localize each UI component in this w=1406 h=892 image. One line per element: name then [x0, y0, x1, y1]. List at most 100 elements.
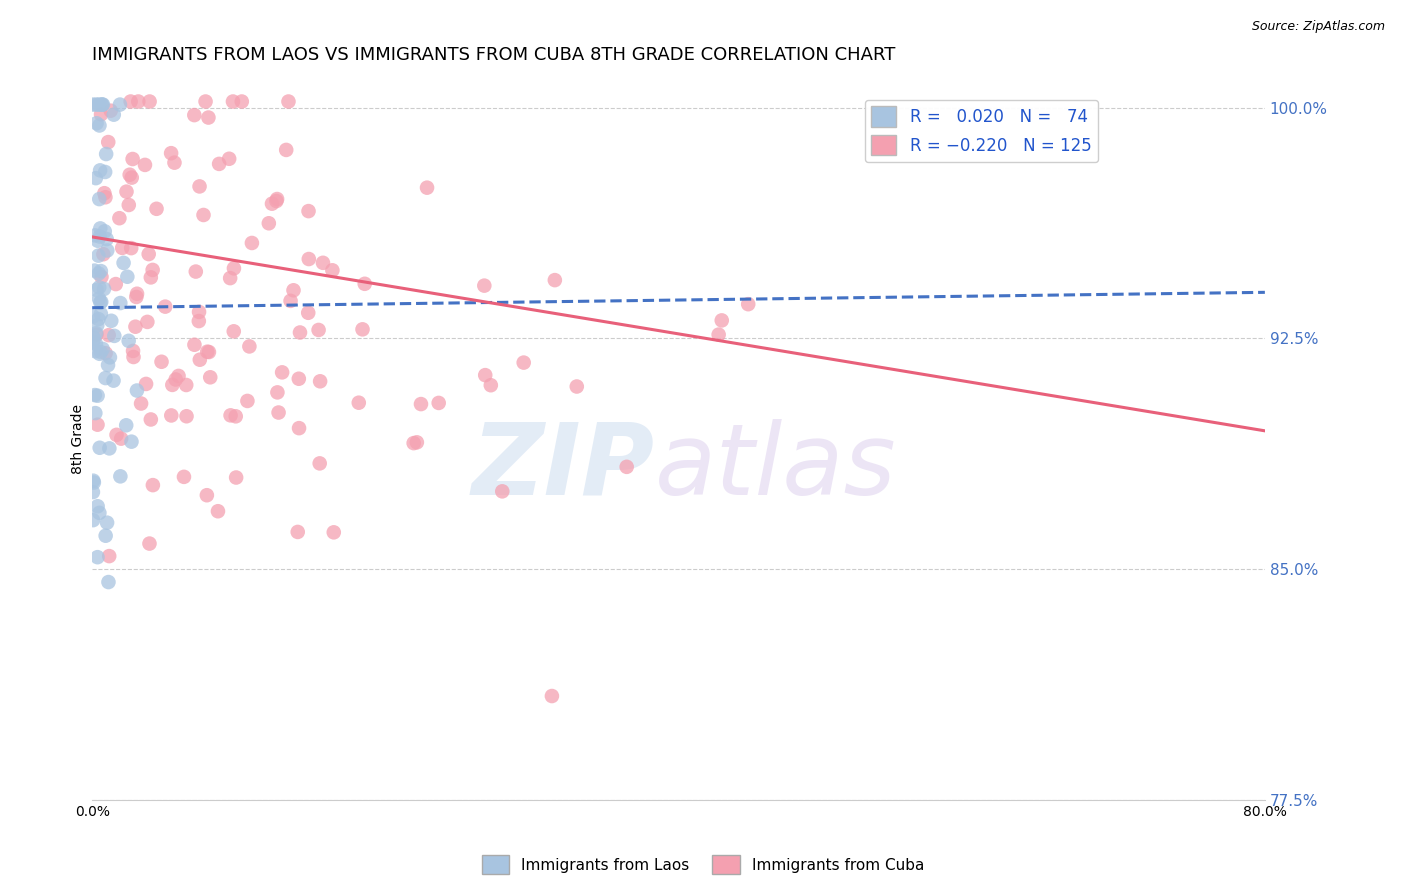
Point	[97, 328, 120, 343]
Point	[90, 307, 112, 321]
Point	[145, 202, 167, 216]
Point	[183, 337, 205, 351]
Point	[309, 374, 332, 388]
Point	[97, 358, 120, 372]
Point	[82, 329, 104, 343]
Point	[82, 335, 104, 350]
Point	[176, 409, 198, 424]
Point	[82, 513, 104, 527]
Point	[544, 273, 567, 287]
Point	[118, 198, 141, 212]
Point	[321, 263, 343, 277]
Point	[93, 282, 115, 296]
Point	[150, 355, 173, 369]
Point	[86, 389, 108, 403]
Point	[115, 185, 138, 199]
Point	[98, 442, 121, 456]
Point	[87, 234, 110, 248]
Point	[138, 536, 160, 550]
Point	[94, 371, 117, 385]
Point	[200, 370, 222, 384]
Point	[94, 346, 117, 360]
Point	[142, 263, 165, 277]
Text: Source: ZipAtlas.com: Source: ZipAtlas.com	[1251, 20, 1385, 33]
Text: IMMIGRANTS FROM LAOS VS IMMIGRANTS FROM CUBA 8TH GRADE CORRELATION CHART: IMMIGRANTS FROM LAOS VS IMMIGRANTS FROM …	[93, 46, 896, 64]
Text: ZIP: ZIP	[472, 419, 655, 516]
Point	[120, 95, 142, 109]
Point	[121, 152, 143, 166]
Point	[97, 135, 120, 149]
Point	[222, 261, 245, 276]
Point	[117, 269, 139, 284]
Point	[238, 339, 260, 353]
Point	[402, 436, 425, 450]
Point	[110, 432, 132, 446]
Point	[222, 95, 245, 109]
Point	[94, 529, 117, 543]
Point	[100, 103, 122, 118]
Point	[308, 456, 330, 470]
Point	[100, 314, 122, 328]
Point	[167, 368, 190, 383]
Point	[91, 97, 114, 112]
Point	[236, 393, 259, 408]
Point	[89, 163, 111, 178]
Point	[84, 406, 107, 420]
Point	[287, 524, 309, 539]
Point	[105, 427, 128, 442]
Point	[129, 396, 152, 410]
Point	[96, 244, 118, 258]
Point	[219, 409, 242, 423]
Point	[86, 550, 108, 565]
Point	[707, 327, 730, 342]
Point	[565, 379, 588, 393]
Point	[103, 374, 125, 388]
Point	[188, 305, 211, 319]
Point	[184, 264, 207, 278]
Point	[89, 347, 111, 361]
Point	[225, 409, 247, 424]
Point	[86, 97, 108, 112]
Point	[89, 441, 111, 455]
Point	[737, 297, 759, 311]
Point	[112, 256, 135, 270]
Point	[288, 326, 311, 340]
Point	[87, 249, 110, 263]
Point	[427, 396, 450, 410]
Point	[93, 247, 115, 261]
Point	[87, 312, 110, 326]
Point	[155, 300, 177, 314]
Point	[82, 97, 104, 112]
Point	[84, 344, 107, 359]
Point	[138, 95, 160, 109]
Point	[187, 314, 209, 328]
Point	[122, 343, 145, 358]
Point	[115, 418, 138, 433]
Point	[541, 689, 564, 703]
Point	[194, 95, 217, 109]
Point	[165, 372, 187, 386]
Point	[208, 157, 231, 171]
Point	[89, 229, 111, 244]
Point	[198, 345, 221, 359]
Legend: Immigrants from Laos, Immigrants from Cuba: Immigrants from Laos, Immigrants from Cu…	[475, 849, 931, 880]
Point	[409, 397, 432, 411]
Point	[125, 290, 148, 304]
Y-axis label: 8th Grade: 8th Grade	[72, 403, 86, 474]
Point	[93, 224, 115, 238]
Point	[93, 186, 115, 201]
Point	[353, 277, 375, 291]
Point	[120, 241, 142, 255]
Point	[195, 344, 218, 359]
Point	[84, 337, 107, 351]
Point	[121, 170, 143, 185]
Point	[512, 356, 534, 370]
Point	[87, 292, 110, 306]
Point	[188, 352, 211, 367]
Point	[472, 278, 495, 293]
Point	[308, 323, 330, 337]
Point	[90, 97, 112, 112]
Point	[207, 504, 229, 518]
Point	[86, 116, 108, 130]
Point	[183, 108, 205, 122]
